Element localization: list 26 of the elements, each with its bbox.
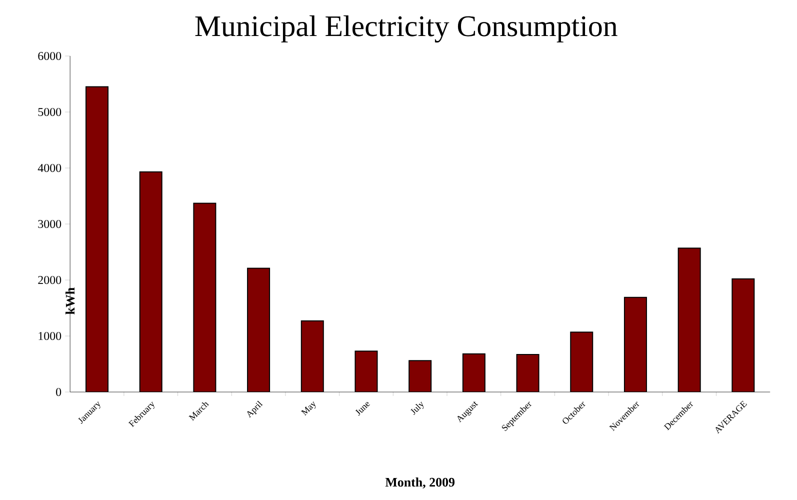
y-tick-label: 6000 <box>38 52 62 60</box>
bar <box>516 354 540 392</box>
x-tick-label: May <box>300 401 316 416</box>
bar <box>408 360 432 392</box>
bar <box>732 278 755 392</box>
y-tick-label: 2000 <box>38 276 62 284</box>
bar <box>624 296 647 392</box>
bar <box>86 86 108 392</box>
x-tick-label: July <box>410 402 424 415</box>
bar <box>462 353 486 392</box>
bar <box>139 171 162 392</box>
y-tick-label: 5000 <box>38 108 62 116</box>
bar <box>570 332 594 392</box>
bar <box>193 202 216 392</box>
bar <box>300 320 324 392</box>
y-tick-label: 3000 <box>38 220 62 228</box>
y-tick-label: 0 <box>56 388 62 396</box>
bar <box>247 268 270 392</box>
chart-title: Municipal Electricity Consumption <box>195 15 618 43</box>
y-tick-label: 4000 <box>38 164 62 172</box>
y-axis-title: kWh <box>65 288 75 314</box>
y-tick-label: 1000 <box>38 332 62 340</box>
bar <box>354 350 378 392</box>
x-tick-label: June <box>355 402 370 416</box>
x-axis-title: Month, 2009 <box>385 478 455 489</box>
bar <box>678 248 701 392</box>
